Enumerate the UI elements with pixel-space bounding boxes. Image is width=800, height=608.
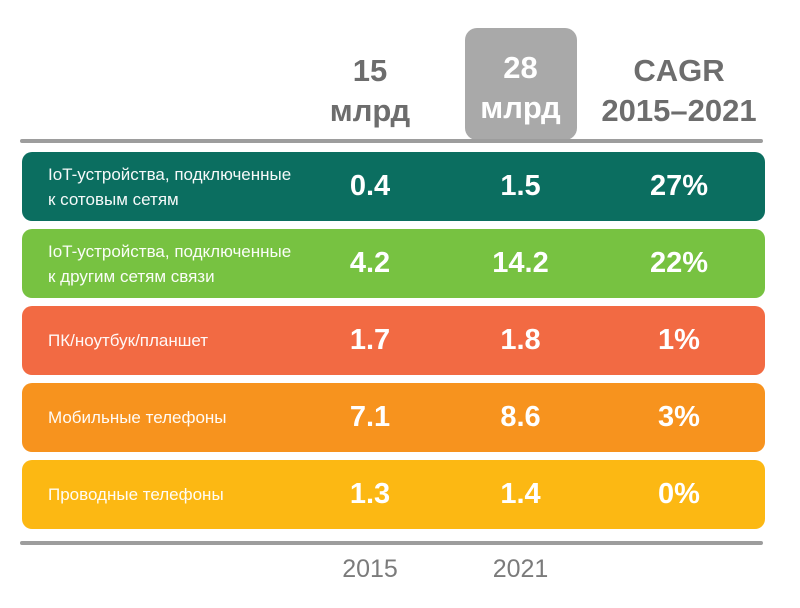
footer-spacer <box>593 555 765 584</box>
value-cagr: 0% <box>658 478 700 510</box>
header-cagr-range: 2015–2021 <box>601 93 757 128</box>
value-2015: 0.4 <box>349 170 391 202</box>
value-2021: 14.2 <box>492 247 549 279</box>
value-cagr: 1% <box>658 324 700 356</box>
value-cagr: 27% <box>649 170 709 202</box>
footer-year-2021: 2021 <box>492 555 549 583</box>
header-divider-line <box>20 139 763 143</box>
table-row-iot-cellular: IoT-устройства, подключенные к сотовым с… <box>22 152 765 221</box>
table-footer: 2015 2021 <box>22 555 765 584</box>
value-2021: 1.4 <box>500 478 541 510</box>
table-row-fixed-phones: Проводные телефоны 1.3 1.4 0% <box>22 460 765 529</box>
header-total-2021-number: 28 <box>503 50 538 85</box>
header-total-2021-unit: млрд <box>480 90 561 125</box>
value-2021: 8.6 <box>500 401 541 433</box>
value-2021: 1.8 <box>500 324 541 356</box>
row-label: Проводные телефоны <box>48 485 224 504</box>
table-body: IoT-устройства, подключенные к сотовым с… <box>22 152 765 537</box>
header-cagr-label: CAGR <box>633 53 725 88</box>
value-2015: 4.2 <box>349 247 391 279</box>
row-label: IoT-устройства, подключенные к другим се… <box>48 241 292 286</box>
value-cagr: 3% <box>658 401 700 433</box>
table-row-mobile-phones: Мобильные телефоны 7.1 8.6 3% <box>22 383 765 452</box>
value-2015: 1.3 <box>349 478 391 510</box>
footer-spacer <box>22 555 292 584</box>
row-label: IoT-устройства, подключенные к сотовым с… <box>48 164 292 209</box>
table-header: 15 млрд 28 млрд CAGR 2015–2021 <box>22 0 765 140</box>
value-2015: 7.1 <box>349 401 391 433</box>
table-row-iot-other: IoT-устройства, подключенные к другим се… <box>22 229 765 298</box>
table-row-pc-laptop-tablet: ПК/ноутбук/планшет 1.7 1.8 1% <box>22 306 765 375</box>
header-total-2015-unit: млрд <box>329 93 411 128</box>
value-cagr: 22% <box>649 247 709 279</box>
header-total-2015: 15 млрд <box>292 51 448 131</box>
value-2015: 1.7 <box>349 324 391 356</box>
footer-year-2015: 2015 <box>342 555 398 583</box>
header-total-2015-number: 15 <box>352 53 388 88</box>
row-label: ПК/ноутбук/планшет <box>48 331 209 350</box>
header-cagr: CAGR 2015–2021 <box>593 51 765 131</box>
footer-divider-line <box>20 541 763 545</box>
value-2021: 1.5 <box>500 170 541 202</box>
row-label: Мобильные телефоны <box>48 408 227 427</box>
header-total-2021-wrap: 28 млрд <box>448 28 593 140</box>
header-total-2021-badge: 28 млрд <box>464 28 577 140</box>
